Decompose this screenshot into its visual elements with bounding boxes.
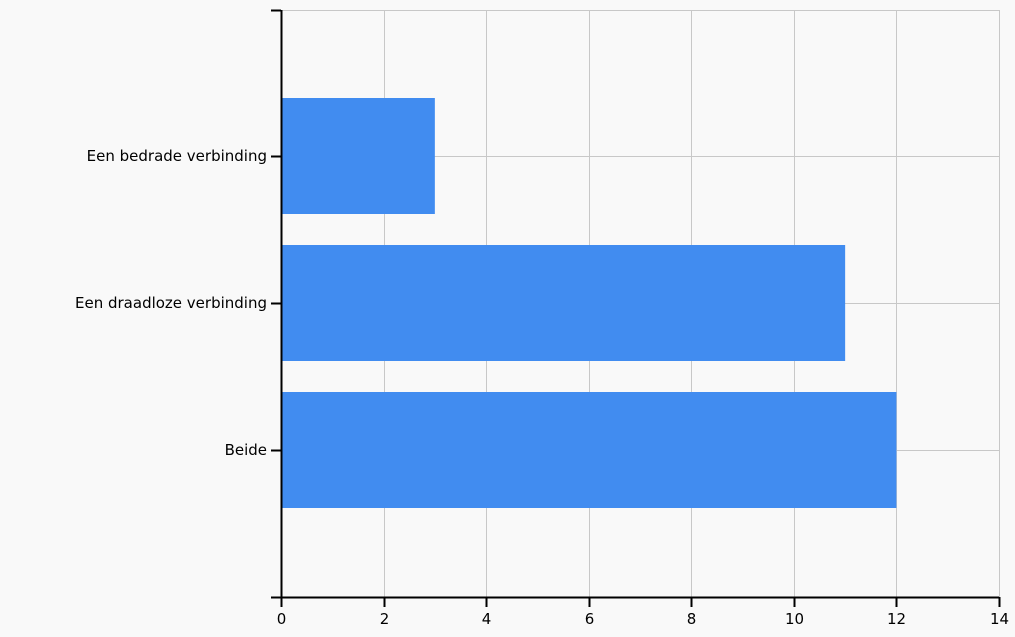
bar-2 — [281, 392, 897, 508]
bar-layer — [281, 98, 897, 508]
category-label-2: Beide — [225, 441, 267, 459]
bar-0 — [281, 98, 435, 214]
label-layer: Een bedrade verbinding Een draadloze verb… — [75, 147, 1009, 628]
x-tick-label-4: 8 — [687, 610, 697, 628]
axis-layer — [271, 9, 1001, 607]
x-tick-label-2: 4 — [482, 610, 492, 628]
x-tick-label-0: 0 — [277, 610, 287, 628]
x-tick-label-6: 12 — [887, 610, 906, 628]
x-tick-label-1: 2 — [380, 610, 390, 628]
x-tick-label-3: 6 — [585, 610, 595, 628]
x-tick-label-5: 10 — [785, 610, 804, 628]
x-tick-label-7: 14 — [990, 610, 1009, 628]
bar-1 — [281, 245, 846, 361]
category-label-0: Een bedrade verbinding — [87, 147, 267, 165]
category-label-1: Een draadloze verbinding — [75, 294, 267, 312]
